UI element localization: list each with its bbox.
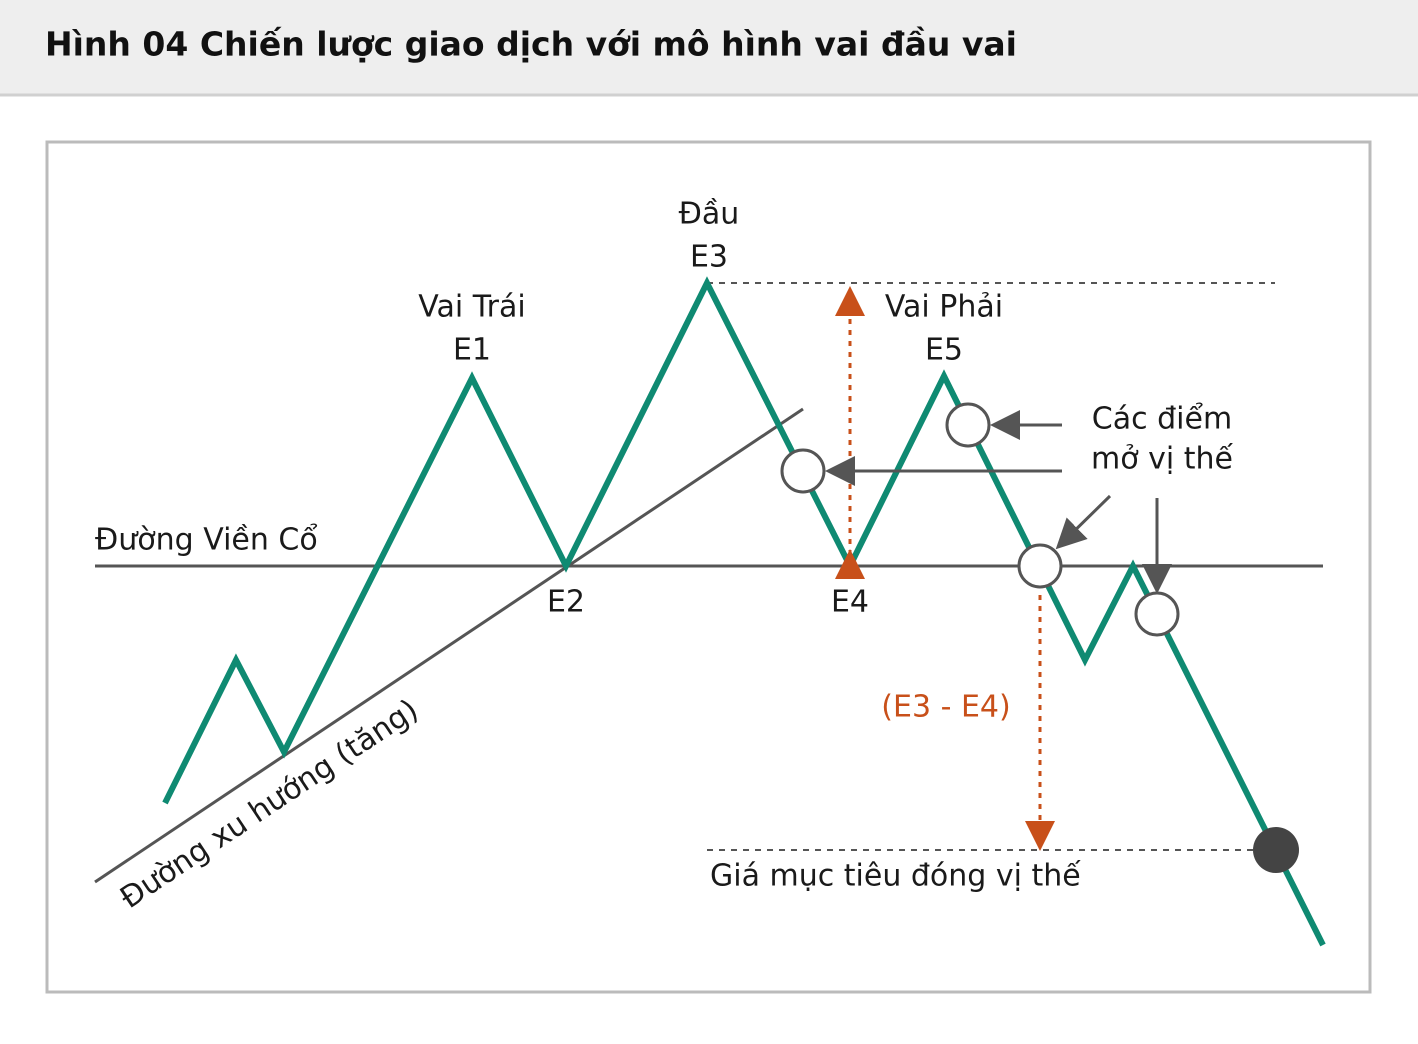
title: Hình 04 Chiến lược giao dịch với mô hình… (45, 25, 1017, 64)
price-line (162, 276, 1326, 947)
entry-point (945, 402, 991, 448)
label: Đầu (679, 197, 740, 232)
label: Vai Phải (885, 290, 1003, 325)
frame (45, 140, 1372, 994)
label: mở vị thế (1091, 442, 1234, 477)
label: E1 (453, 333, 491, 368)
label: E4 (831, 585, 869, 620)
entry-point (1134, 591, 1180, 637)
entry-point (780, 448, 826, 494)
target-point (1253, 827, 1299, 873)
label: E3 (690, 240, 728, 275)
label: E2 (547, 585, 585, 620)
label: Vai Trái (418, 290, 525, 325)
label: E5 (925, 333, 963, 368)
trendline (94, 407, 804, 884)
entry-point (1017, 543, 1063, 589)
label: Đường Viền Cổ (95, 522, 318, 558)
header-band (0, 0, 1418, 94)
label: Các điểm (1092, 401, 1232, 437)
label: (E3 - E4) (881, 690, 1010, 725)
pointer (1055, 494, 1112, 550)
label: Giá mục tiêu đóng vị thế (710, 859, 1081, 894)
